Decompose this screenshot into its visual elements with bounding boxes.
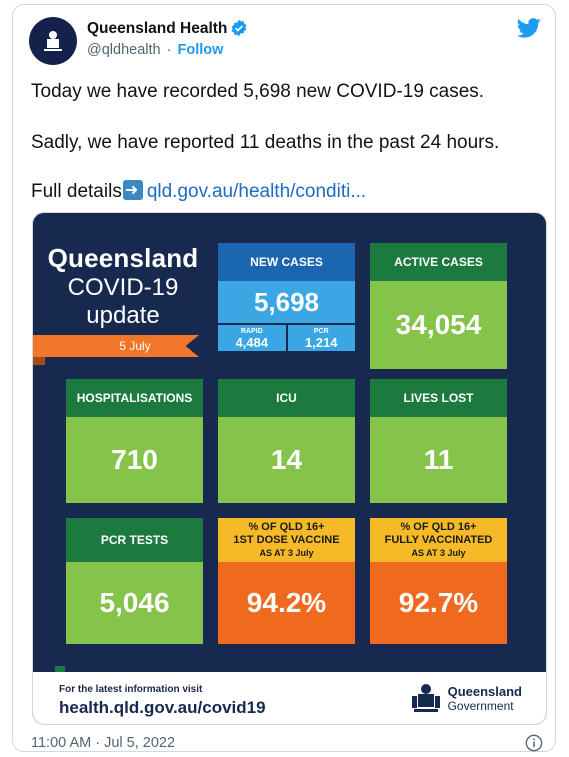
full-details-label: Full details xyxy=(31,181,122,202)
first-dose-label-3: AS AT 3 July xyxy=(259,547,314,558)
new-cases-label: NEW CASES xyxy=(218,243,355,281)
pcr-breakdown: PCR 1,214 xyxy=(287,325,355,351)
pcr-tests-box: PCR TESTS 5,046 xyxy=(66,518,203,644)
verified-badge-icon xyxy=(231,19,247,37)
infographic-title: Queensland COVID-19 update xyxy=(33,243,213,330)
pcr-value: 1,214 xyxy=(304,335,338,350)
fully-vaccinated-label-3: AS AT 3 July xyxy=(411,547,466,558)
ribbon-fold xyxy=(33,357,45,365)
hospitalisations-label: HOSPITALISATIONS xyxy=(66,379,203,417)
gov-line-2: Government xyxy=(447,699,514,713)
icu-label: ICU xyxy=(218,379,355,417)
fully-vaccinated-label-1: % OF QLD 16+ xyxy=(400,520,477,533)
rapid-breakdown: RAPID 4,484 xyxy=(218,325,286,351)
first-dose-header: % OF QLD 16+ 1ST DOSE VACCINE AS AT 3 Ju… xyxy=(218,518,355,562)
queensland-government-logo: Queensland Government xyxy=(408,682,522,716)
hospitalisations-value: 710 xyxy=(66,417,203,503)
date-ribbon: 5 July xyxy=(33,335,199,357)
queensland-government-text: Queensland Government xyxy=(447,684,522,714)
pcr-tests-label: PCR TESTS xyxy=(66,518,203,562)
handle-row: @qldhealth · Follow xyxy=(87,42,223,58)
avatar[interactable] xyxy=(29,17,77,65)
footer-url: health.qld.gov.au/covid19 xyxy=(59,698,266,717)
first-dose-label-2: 1ST DOSE VACCINE xyxy=(233,533,340,546)
right-arrow-icon xyxy=(122,179,143,203)
footer-notch xyxy=(55,666,65,672)
coat-of-arms-icon xyxy=(44,31,62,51)
lives-lost-label: LIVES LOST xyxy=(370,379,507,417)
new-cases-value: 5,698 xyxy=(218,281,355,323)
infographic-footer: For the latest information visit health.… xyxy=(33,666,546,724)
follow-button[interactable]: Follow xyxy=(177,42,224,58)
first-dose-box: % OF QLD 16+ 1ST DOSE VACCINE AS AT 3 Ju… xyxy=(218,518,355,644)
tweet-line-3: Full details qld.gov.au/health/conditi... xyxy=(31,179,367,204)
account-handle[interactable]: @qldhealth xyxy=(87,42,161,58)
fully-vaccinated-label-2: FULLY VACCINATED xyxy=(384,533,493,546)
details-link[interactable]: qld.gov.au/health/conditi... xyxy=(146,181,367,202)
fully-vaccinated-header: % OF QLD 16+ FULLY VACCINATED AS AT 3 Ju… xyxy=(370,518,507,562)
info-icon[interactable] xyxy=(525,734,543,752)
tweet-timestamp[interactable]: 11:00 AM · Jul 5, 2022 xyxy=(31,735,176,751)
new-cases-breakdown: RAPID 4,484 PCR 1,214 xyxy=(218,325,355,351)
twitter-bird-icon[interactable] xyxy=(517,17,541,39)
active-cases-box: ACTIVE CASES 34,054 xyxy=(370,243,507,369)
lives-lost-value: 11 xyxy=(370,417,507,503)
rapid-value: 4,484 xyxy=(235,335,269,350)
fully-vaccinated-box: % OF QLD 16+ FULLY VACCINATED AS AT 3 Ju… xyxy=(370,518,507,644)
title-covid: COVID-19 xyxy=(67,274,179,301)
active-cases-value: 34,054 xyxy=(370,281,507,369)
footer-info-text: For the latest information visit xyxy=(59,684,203,695)
first-dose-value: 94.2% xyxy=(218,562,355,644)
separator: · xyxy=(166,42,172,58)
icu-box: ICU 14 xyxy=(218,379,355,503)
title-queensland: Queensland xyxy=(47,243,199,273)
account-name[interactable]: Queensland Health xyxy=(87,20,228,37)
coat-of-arms-icon xyxy=(411,684,440,712)
first-dose-label-1: % OF QLD 16+ xyxy=(248,520,325,533)
title-update: update xyxy=(86,302,160,329)
icu-value: 14 xyxy=(218,417,355,503)
tweet-line-2: Sadly, we have reported 11 deaths in the… xyxy=(31,132,500,153)
pcr-tests-value: 5,046 xyxy=(66,562,203,644)
active-cases-label: ACTIVE CASES xyxy=(370,243,507,281)
covid-update-infographic[interactable]: Queensland COVID-19 update 5 July NEW CA… xyxy=(32,212,547,725)
rapid-label: RAPID xyxy=(240,328,263,335)
fully-vaccinated-value: 92.7% xyxy=(370,562,507,644)
gov-line-1: Queensland xyxy=(447,684,522,699)
hospitalisations-box: HOSPITALISATIONS 710 xyxy=(66,379,203,503)
tweet-card: Queensland Health @qldhealth · Follow To… xyxy=(12,4,556,752)
lives-lost-box: LIVES LOST 11 xyxy=(370,379,507,503)
new-cases-box: NEW CASES 5,698 RAPID 4,484 PCR 1,214 xyxy=(218,243,355,351)
tweet-line-1: Today we have recorded 5,698 new COVID-1… xyxy=(31,81,485,102)
pcr-label: PCR xyxy=(313,328,329,335)
